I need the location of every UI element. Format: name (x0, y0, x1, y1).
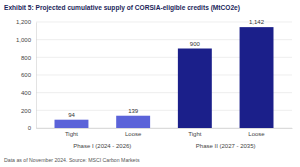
y-tick: 800 (21, 55, 36, 61)
group-label: Phase II (2027 - 2035) (196, 143, 256, 149)
y-tick-label: 1,200 (16, 19, 32, 25)
group-labels: Phase I (2024 - 2026) Phase II (2027 - 20… (73, 143, 255, 149)
y-tick: 200 (21, 108, 36, 114)
y-axis-line (36, 23, 37, 129)
x-axis: Tight Loose Tight Loose (37, 128, 293, 137)
data-label: 139 (128, 108, 139, 114)
x-axis-line (37, 128, 293, 129)
chart: Exhibit 5: Projected cumulative supply o… (0, 0, 300, 167)
x-tick-label: Tight (65, 131, 78, 137)
grid (36, 22, 292, 128)
y-tick-label: 600 (21, 72, 32, 78)
bar (178, 49, 212, 129)
y-tick: 400 (21, 90, 36, 96)
bar (55, 120, 89, 128)
x-tick: Tight (65, 128, 78, 137)
x-tick: Loose (248, 128, 265, 137)
x-tick-label: Loose (125, 131, 142, 137)
bars (55, 27, 274, 128)
x-tick-label: Loose (248, 131, 265, 137)
data-label: 94 (68, 112, 75, 118)
title: Exhibit 5: Projected cumulative supply o… (4, 4, 240, 12)
x-tick: Loose (125, 128, 142, 137)
bar (240, 27, 274, 128)
y-tick-label: 1,000 (16, 37, 32, 43)
note: Data as of November 2024. Source: MSCI C… (4, 157, 140, 163)
group-label: Phase I (2024 - 2026) (73, 143, 131, 149)
y-tick: 1,000 (16, 37, 36, 43)
data-label: 900 (190, 41, 201, 47)
y-tick-label: 400 (21, 90, 32, 96)
y-tick-label: 800 (21, 55, 32, 61)
x-tick: Tight (188, 128, 201, 137)
data-label: 1,142 (249, 19, 265, 25)
x-tick-label: Tight (188, 131, 201, 137)
bar (116, 116, 150, 128)
y-tick: 1,200 (16, 19, 36, 25)
plot: 0 200 400 600 800 1,000 1,200 Tight Loose Tight Lo… (16, 19, 293, 149)
data-labels: 94 139 900 1,142 (68, 19, 265, 118)
y-tick: 0 (28, 125, 36, 131)
y-tick: 600 (21, 72, 36, 78)
y-tick-label: 200 (21, 108, 32, 114)
y-axis: 0 200 400 600 800 1,000 1,200 (16, 19, 37, 131)
y-tick-label: 0 (28, 125, 32, 131)
